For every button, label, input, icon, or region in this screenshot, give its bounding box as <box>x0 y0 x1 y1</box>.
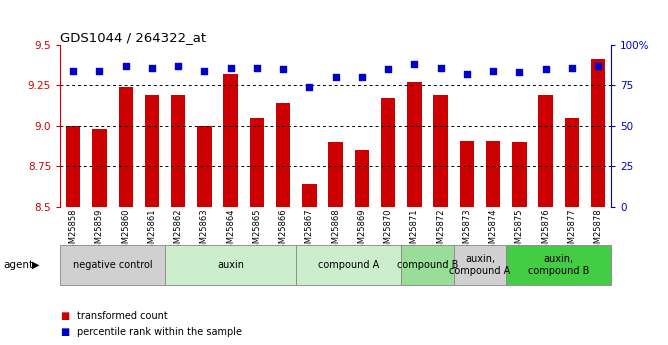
Point <box>514 70 525 75</box>
Bar <box>302 184 317 207</box>
Point <box>593 63 603 69</box>
Bar <box>434 95 448 207</box>
Text: auxin: auxin <box>217 260 244 270</box>
Bar <box>297 245 401 285</box>
Point <box>252 65 263 70</box>
Bar <box>171 95 186 207</box>
Point <box>68 68 79 73</box>
Bar <box>401 245 454 285</box>
Bar <box>224 74 238 207</box>
Bar <box>407 82 422 207</box>
Point <box>225 65 236 70</box>
Bar <box>66 126 80 207</box>
Point <box>462 71 472 77</box>
Text: compound A: compound A <box>318 260 379 270</box>
Text: auxin,
compound B: auxin, compound B <box>528 254 589 276</box>
Point <box>409 61 420 67</box>
Bar <box>118 87 133 207</box>
Bar <box>92 129 107 207</box>
Bar <box>460 140 474 207</box>
Bar <box>276 103 291 207</box>
Bar <box>512 142 526 207</box>
Point <box>357 75 367 80</box>
Text: ▶: ▶ <box>32 260 39 270</box>
Point <box>436 65 446 70</box>
Point <box>383 66 393 72</box>
Point <box>331 75 341 80</box>
Text: auxin,
compound A: auxin, compound A <box>450 254 510 276</box>
Bar <box>355 150 369 207</box>
Bar <box>564 118 579 207</box>
Bar <box>591 59 605 207</box>
Bar <box>165 245 297 285</box>
Text: compound B: compound B <box>397 260 458 270</box>
Point <box>94 68 105 73</box>
Bar <box>60 245 165 285</box>
Bar <box>381 98 395 207</box>
Text: transformed count: transformed count <box>77 311 168 321</box>
Point <box>173 63 184 69</box>
Point <box>120 63 131 69</box>
Text: GDS1044 / 264322_at: GDS1044 / 264322_at <box>60 31 206 44</box>
Bar <box>486 140 500 207</box>
Point <box>199 68 210 73</box>
Point <box>540 66 551 72</box>
Text: negative control: negative control <box>73 260 152 270</box>
Point <box>304 84 315 90</box>
Point <box>278 66 289 72</box>
Point <box>147 65 158 70</box>
Bar <box>329 142 343 207</box>
Bar <box>454 245 506 285</box>
Text: ■: ■ <box>60 311 69 321</box>
Text: percentile rank within the sample: percentile rank within the sample <box>77 327 242 337</box>
Point <box>488 68 498 73</box>
Bar <box>250 118 264 207</box>
Point <box>566 65 577 70</box>
Text: agent: agent <box>3 260 33 270</box>
Bar <box>538 95 553 207</box>
Bar <box>145 95 159 207</box>
Text: ■: ■ <box>60 327 69 337</box>
Bar <box>506 245 611 285</box>
Bar <box>197 126 212 207</box>
